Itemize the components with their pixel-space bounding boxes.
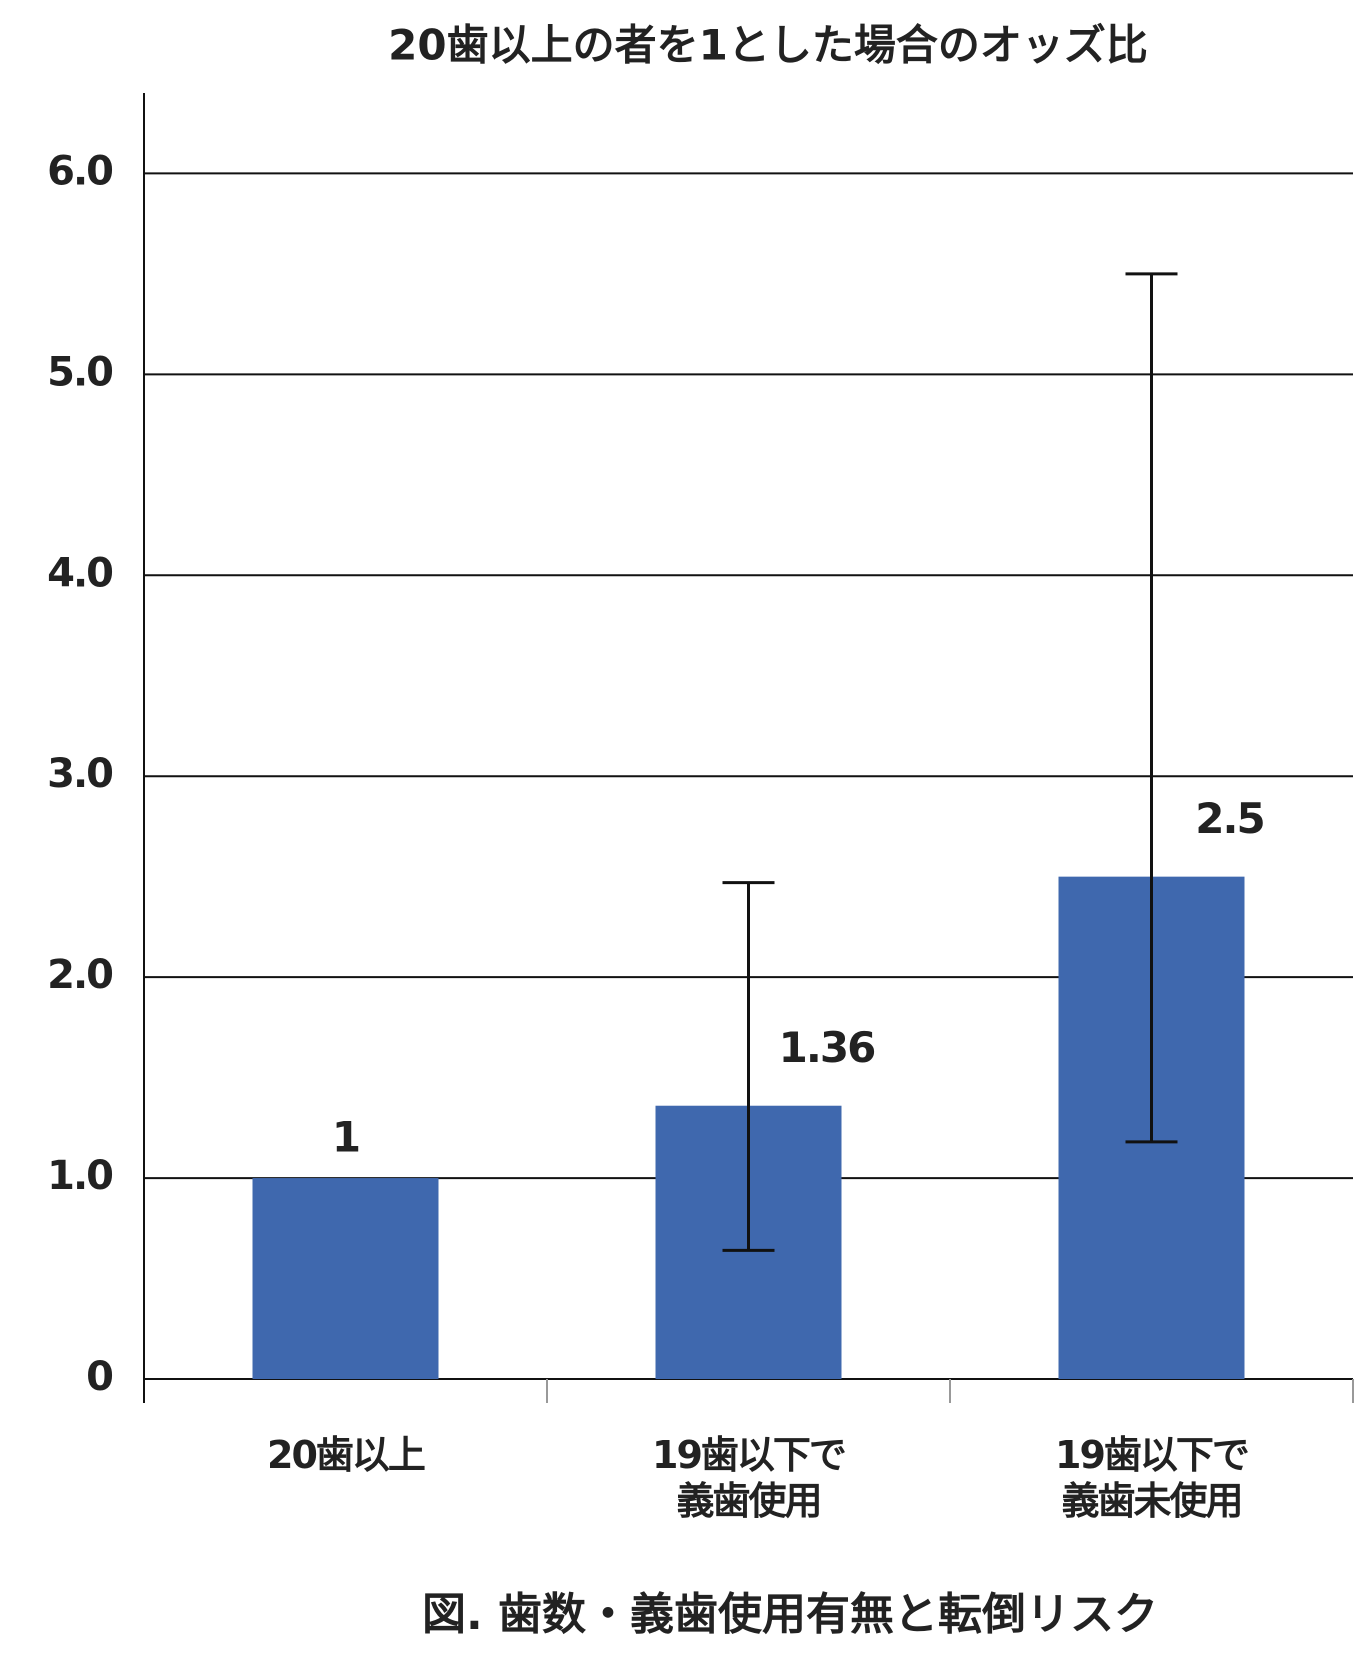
x-tick-label: 20歯以上 xyxy=(267,1433,426,1477)
chart-title: 20歯以上の者を1とした場合のオッズ比 xyxy=(388,21,1148,70)
value-label: 1.36 xyxy=(779,1023,875,1072)
y-tick-label: 0 xyxy=(86,1354,112,1400)
y-tick-label: 6.0 xyxy=(47,148,112,194)
x-tick-label: 19歯以下で 義歯使用 xyxy=(652,1433,847,1523)
y-tick-label: 2.0 xyxy=(47,952,112,998)
y-tick-label: 5.0 xyxy=(47,349,112,395)
y-tick-label: 1.0 xyxy=(47,1153,112,1199)
y-tick-label: 3.0 xyxy=(47,751,112,797)
value-label: 1 xyxy=(332,1113,359,1162)
y-tick-label: 4.0 xyxy=(47,550,112,596)
value-label: 2.5 xyxy=(1195,794,1263,843)
caption: 図. 歯数・義歯使用有無と転倒リスク xyxy=(422,1589,1158,1640)
bar xyxy=(252,1178,439,1379)
x-tick-label: 19歯以下で 義歯未使用 xyxy=(1055,1433,1250,1523)
